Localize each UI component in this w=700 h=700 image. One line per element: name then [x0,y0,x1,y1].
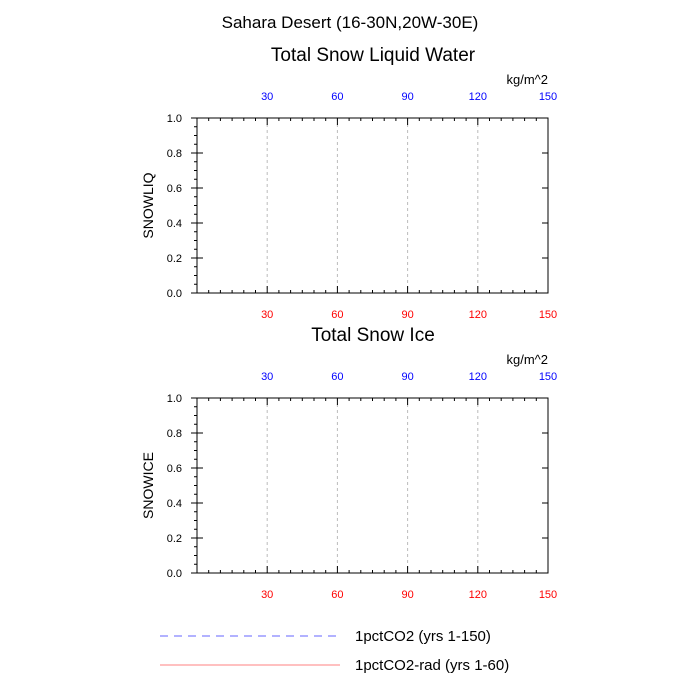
y-tick-label: 0.2 [167,533,182,545]
x-tick-label-top: 150 [539,91,557,103]
plot-frame [196,397,549,574]
y-axis-label: SNOWICE [140,452,156,519]
x-tick-label-top: 30 [261,371,273,383]
legend-label-2: 1pctCO2-rad (yrs 1-60) [355,657,509,674]
y-tick-label: 0.0 [167,568,182,580]
y-tick-label: 0.4 [167,218,182,230]
x-tick-label-bottom: 90 [401,309,413,321]
y-tick-label: 0.8 [167,148,182,160]
x-tick-label-bottom: 30 [261,589,273,601]
units-label: kg/m^2 [506,352,548,367]
y-tick-label: 0.0 [167,288,182,300]
x-tick-label-bottom: 150 [539,589,557,601]
x-tick-label-bottom: 60 [331,589,343,601]
x-tick-label-top: 120 [469,91,487,103]
x-tick-label-bottom: 120 [469,589,487,601]
y-tick-label: 1.0 [167,393,182,405]
x-tick-label-top: 60 [331,91,343,103]
x-tick-label-top: 120 [469,371,487,383]
y-tick-label: 0.8 [167,428,182,440]
x-tick-label-top: 60 [331,371,343,383]
y-tick-label: 0.4 [167,498,182,510]
chart-panel-2: Total Snow Ice kg/m^2 SNOWICE 0.0 0.2 0.4 0.6 0… [140,325,557,601]
units-label: kg/m^2 [506,72,548,87]
y-axis-label: SNOWLIQ [140,172,156,238]
chart-title: Total Snow Ice [311,325,435,346]
x-tick-label-top: 150 [539,371,557,383]
y-tick-label: 0.2 [167,253,182,265]
y-tick-label: 0.6 [167,463,182,475]
y-tick-label: 1.0 [167,113,182,125]
x-tick-label-top: 30 [261,91,273,103]
x-tick-label-top: 90 [401,91,413,103]
chart-title: Total Snow Liquid Water [271,45,476,66]
region-title: Sahara Desert (16-30N,20W-30E) [222,13,479,32]
chart-panels: Total Snow Liquid Water kg/m^2 SNOWLIQ 0.0 0… [140,45,557,601]
x-tick-label-top: 90 [401,371,413,383]
plot-frame [196,117,549,294]
legend: 1pctCO2 (yrs 1-150) 1pctCO2-rad (yrs 1-60… [160,628,509,674]
x-tick-label-bottom: 150 [539,309,557,321]
chart-panel-1: Total Snow Liquid Water kg/m^2 SNOWLIQ 0.0 0… [140,45,557,321]
x-tick-label-bottom: 30 [261,309,273,321]
x-tick-label-bottom: 120 [469,309,487,321]
legend-label-1: 1pctCO2 (yrs 1-150) [355,628,491,645]
x-tick-label-bottom: 60 [331,309,343,321]
y-tick-label: 0.6 [167,183,182,195]
x-tick-label-bottom: 90 [401,589,413,601]
